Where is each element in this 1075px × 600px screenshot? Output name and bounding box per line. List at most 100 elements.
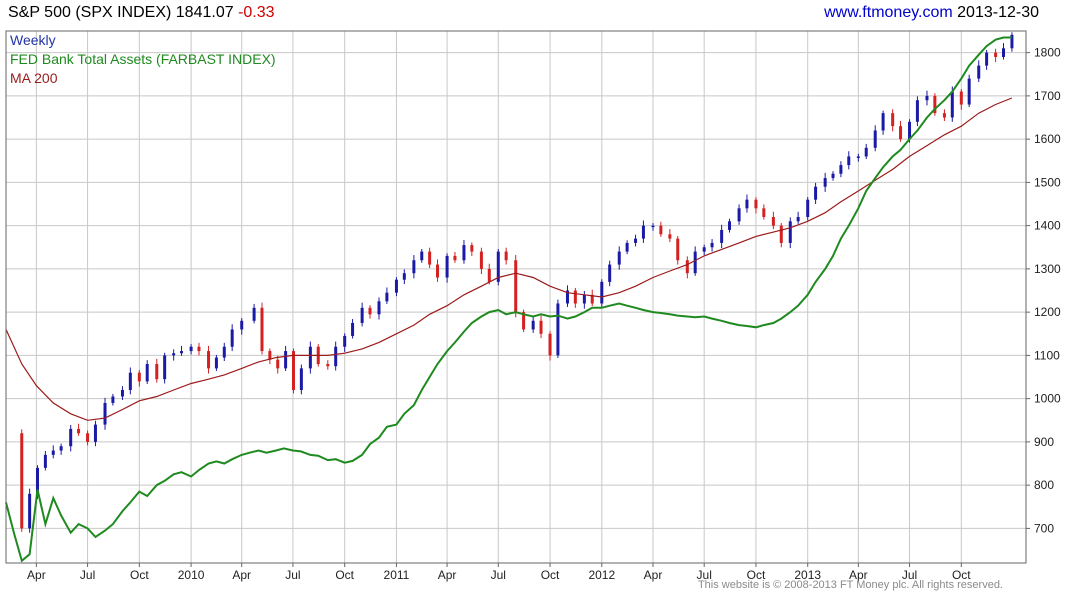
candle-body <box>539 320 543 334</box>
weekly-candles <box>20 32 1014 533</box>
candle-body <box>28 493 32 529</box>
site-info: www.ftmoney.com 2013-12-30 <box>824 4 1039 22</box>
candle-body <box>771 216 775 226</box>
candle-body <box>908 121 912 140</box>
plot-frame <box>5 30 1027 564</box>
y-tick-label: 700 <box>1034 521 1054 535</box>
candle-body <box>428 251 432 265</box>
candle-body <box>641 225 645 239</box>
candle-body <box>831 173 835 179</box>
candle-body <box>985 52 989 66</box>
candle-body <box>120 389 124 397</box>
legend-entry: MA 200 <box>10 70 58 86</box>
copyright-notice: This website is © 2008-2013 FT Money plc… <box>697 579 1003 591</box>
y-tick-label: 800 <box>1034 478 1054 492</box>
candle-body <box>20 433 24 529</box>
candle-body <box>634 238 638 243</box>
x-tick-label: Apr <box>644 568 663 582</box>
candle-body <box>252 307 256 321</box>
index-name: S&P 500 (SPX INDEX) <box>8 4 172 21</box>
candle-body <box>260 307 264 352</box>
x-axis: Apr Jul Oct 2010 Apr Jul Oct 2011 Apr Jul Oct 2012 A… <box>27 563 971 582</box>
legend-entry: Weekly <box>10 32 56 48</box>
x-tick-label: Jul <box>902 568 917 582</box>
x-tick-label: 2012 <box>588 568 615 582</box>
candle-body <box>737 208 741 222</box>
x-tick-label: Jul <box>285 568 300 582</box>
candle-body <box>659 225 663 235</box>
ma200-line <box>5 97 1013 421</box>
x-tick-label: Oct <box>130 568 149 582</box>
candle-body <box>394 279 398 293</box>
y-tick-label: 1600 <box>1034 132 1061 146</box>
candle-body <box>668 234 672 239</box>
candle-body <box>172 353 176 356</box>
candle-body <box>685 260 689 274</box>
candle-body <box>360 307 364 323</box>
candle-body <box>402 273 406 280</box>
candle-body <box>207 351 211 369</box>
y-tick-label: 1800 <box>1034 46 1061 60</box>
candle-body <box>582 294 586 304</box>
x-tick-label: Apr <box>438 568 457 582</box>
x-tick-label: 2011 <box>384 568 410 582</box>
candle-body <box>412 260 416 274</box>
y-tick-label: 1200 <box>1034 305 1061 319</box>
candle-body <box>600 281 604 304</box>
y-tick-label: 1700 <box>1034 89 1061 103</box>
candle-body <box>291 351 295 390</box>
candle-body <box>230 329 234 347</box>
x-tick-label: 2010 <box>178 568 205 582</box>
x-tick-label: Jul <box>491 568 506 582</box>
candle-body <box>531 320 535 330</box>
candle-body <box>351 322 355 336</box>
candle-body <box>276 359 280 369</box>
candle-body <box>268 351 272 360</box>
candle-body <box>462 245 466 261</box>
candle-body <box>573 290 577 304</box>
candle-body <box>702 247 706 252</box>
candle-body <box>1001 48 1005 57</box>
candle-body <box>933 95 937 114</box>
site-link[interactable]: www.ftmoney.com <box>824 4 953 21</box>
y-tick-label: 1000 <box>1034 392 1061 406</box>
candle-body <box>762 208 766 217</box>
legend: Weekly FED Bank Total Assets (FARBAST IND… <box>10 32 276 86</box>
legend-entry: FED Bank Total Assets (FARBAST INDEX) <box>10 51 276 67</box>
candle-body <box>514 260 518 313</box>
candle-body <box>720 229 724 243</box>
x-tick-label: Apr <box>849 568 868 582</box>
y-tick-label: 900 <box>1034 435 1054 449</box>
y-tick-label: 1300 <box>1034 262 1061 276</box>
candle-body <box>420 251 424 261</box>
candle-body <box>806 199 810 217</box>
x-tick-label: Jul <box>697 568 712 582</box>
candle-body <box>385 292 389 302</box>
candle-body <box>788 221 792 243</box>
candle-body <box>967 78 971 105</box>
candle-body <box>839 165 843 174</box>
y-tick-label: 1400 <box>1034 219 1061 233</box>
candle-body <box>93 424 97 442</box>
candle-body <box>728 221 732 230</box>
candle-body <box>103 402 107 425</box>
candle-body <box>180 351 184 354</box>
candle-body <box>69 428 73 447</box>
candle-body <box>86 433 90 442</box>
candle-body <box>137 372 141 382</box>
candle-body <box>504 251 508 261</box>
x-tick-label: Oct <box>541 568 560 582</box>
candle-body <box>1010 34 1014 49</box>
candle-body <box>479 251 483 269</box>
candle-body <box>899 126 903 140</box>
candle-body <box>36 467 40 494</box>
chart-title: S&P 500 (SPX INDEX) 1841.07 -0.33 <box>8 4 275 22</box>
candle-body <box>326 364 330 367</box>
candle-body <box>823 178 827 187</box>
candle-body <box>891 113 895 127</box>
x-tick-label: Oct <box>335 568 354 582</box>
candle-body <box>145 364 149 382</box>
candle-body <box>189 346 193 352</box>
fed-assets-line <box>5 36 1012 563</box>
